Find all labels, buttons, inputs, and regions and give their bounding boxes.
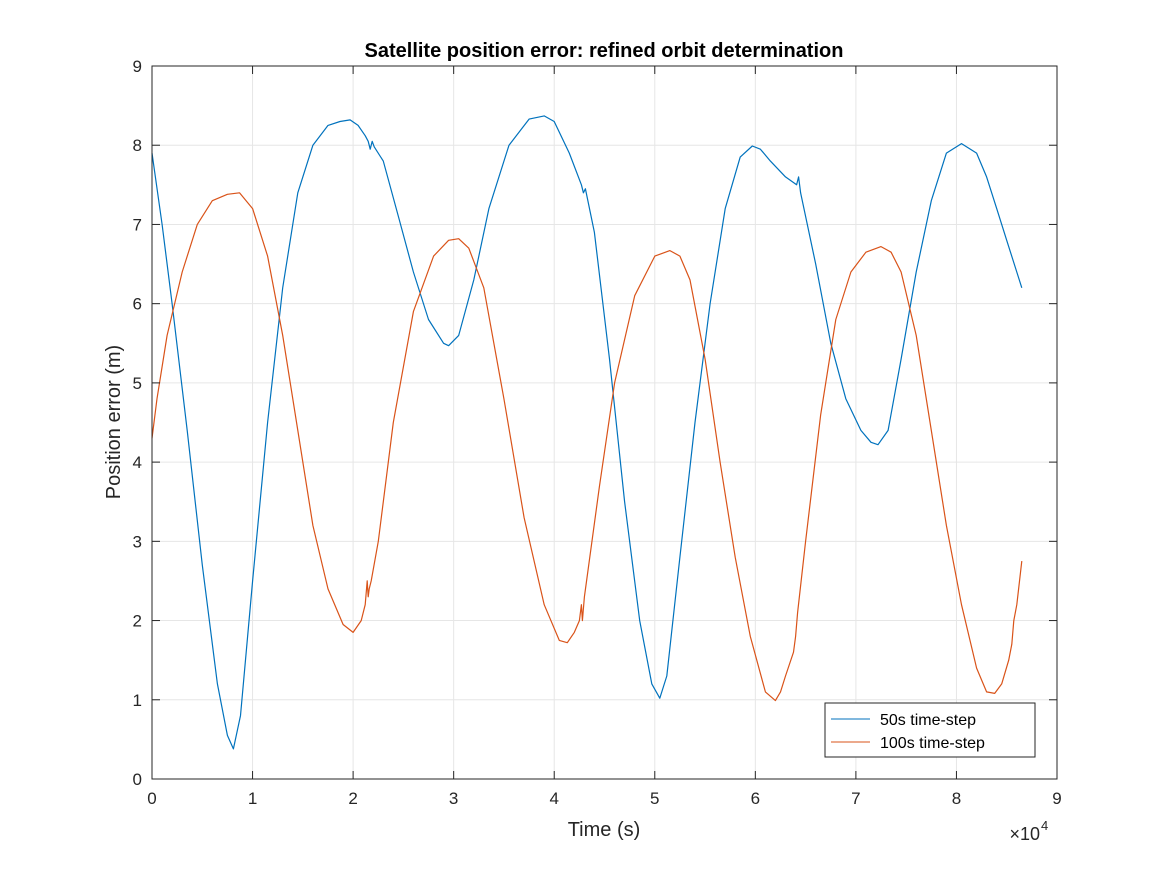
- y-axis-label: Position error (m): [103, 345, 125, 499]
- x-tick-label: 1: [248, 789, 257, 808]
- y-tick-label: 8: [133, 136, 142, 155]
- y-tick-label: 3: [133, 532, 142, 551]
- legend-label-100s: 100s time-step: [880, 735, 985, 752]
- series-line-1: [151, 192, 1023, 702]
- legend-label-50s: 50s time-step: [880, 712, 976, 729]
- series-line-0: [151, 115, 1023, 750]
- x-tick-label: 7: [851, 789, 860, 808]
- x-tick-label: 5: [650, 789, 659, 808]
- ticks: 0 1 2 3 4 5 6 7 8 9 0 1 2 3 4 5 6 7 8 9: [133, 57, 1062, 808]
- legend-box: [824, 702, 1036, 758]
- y-tick-label: 2: [133, 612, 142, 631]
- y-tick-label: 5: [133, 374, 142, 393]
- x-tick-label: 6: [751, 789, 760, 808]
- x-axis-exponent-power: 4: [1041, 818, 1048, 833]
- y-tick-label: 0: [133, 770, 142, 789]
- y-tick-label: 7: [133, 215, 142, 234]
- x-axis-label: Time (s): [568, 819, 641, 841]
- x-tick-label: 2: [348, 789, 357, 808]
- series-lines: [151, 115, 1023, 750]
- y-tick-label: 6: [133, 295, 142, 314]
- plot-frame: [151, 65, 1058, 780]
- x-tick-label: 0: [147, 789, 156, 808]
- legend: 50s time-step 100s time-step: [824, 702, 1036, 758]
- y-tick-label: 1: [133, 691, 142, 710]
- x-tick-label: 9: [1052, 789, 1061, 808]
- y-tick-label: 4: [133, 453, 142, 472]
- x-tick-label: 3: [449, 789, 458, 808]
- x-tick-label: 4: [549, 789, 558, 808]
- x-axis-exponent-base: ×10: [1009, 824, 1040, 844]
- plot-area: [152, 66, 1057, 779]
- chart-title: Satellite position error: refined orbit …: [365, 40, 844, 62]
- x-tick-label: 8: [952, 789, 961, 808]
- y-tick-label: 9: [133, 57, 142, 76]
